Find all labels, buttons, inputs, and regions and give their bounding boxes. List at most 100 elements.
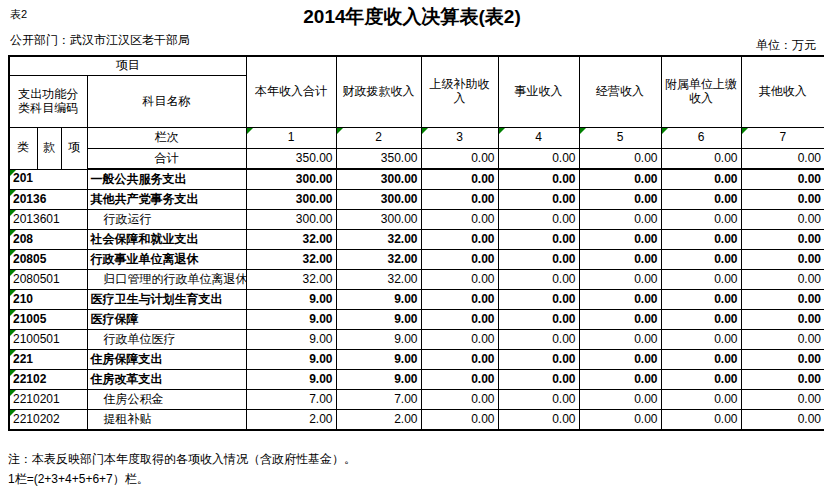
header-col-subsidiary-remit: 附属单位上缴收入 (661, 56, 741, 128)
column-number: 3 (456, 130, 463, 144)
header-col-business-income: 事业收入 (498, 56, 579, 128)
subject-name: 一般公共服务支出 (87, 169, 246, 190)
excel-flag-triangle-icon (337, 128, 343, 134)
total-value-cell: 0.00 (421, 149, 498, 170)
value-cell: 0.00 (421, 350, 498, 370)
value-cell: 0.00 (579, 370, 661, 390)
value-cell: 7.00 (246, 390, 336, 410)
value-cell: 32.00 (246, 250, 336, 270)
value-cell: 0.00 (741, 230, 824, 250)
value-cell: 0.00 (498, 410, 579, 431)
value-cell: 32.00 (246, 270, 336, 290)
value-cell: 0.00 (661, 330, 741, 350)
subject-code-cell: 2013601 (9, 210, 87, 230)
value-cell: 0.00 (579, 230, 661, 250)
column-number-cell: 3 (421, 128, 498, 149)
table-row: 2080501归口管理的行政单位离退休32.0032.000.000.000.0… (9, 270, 824, 290)
value-cell: 300.00 (246, 190, 336, 210)
table-row: 2210201住房公积金7.007.000.000.000.000.000.00 (9, 390, 824, 410)
subject-name: 其他共产党事务支出 (87, 190, 246, 210)
table-row: 221住房保障支出9.009.000.000.000.000.000.00 (9, 350, 824, 370)
excel-flag-triangle-icon (10, 270, 16, 276)
income-table: 项目 本年收入合计 财政拨款收入 上级补助收入 事业收入 经营收入 附属单位上缴… (8, 55, 824, 431)
excel-flag-triangle-icon (10, 410, 16, 416)
total-value-cell: 0.00 (579, 149, 661, 170)
value-cell: 9.00 (336, 310, 421, 330)
header-subject-name: 科目名称 (87, 76, 246, 128)
column-number-cell: 6 (661, 128, 741, 149)
subject-name: 归口管理的行政单位离退休 (87, 270, 246, 290)
value-cell: 300.00 (336, 190, 421, 210)
subject-name: 行政运行 (87, 210, 246, 230)
value-cell: 0.00 (498, 210, 579, 230)
page-title: 2014年度收入决算表(表2) (0, 4, 824, 30)
value-cell: 0.00 (498, 330, 579, 350)
value-cell: 0.00 (741, 310, 824, 330)
value-cell: 0.00 (741, 210, 824, 230)
value-cell: 0.00 (661, 190, 741, 210)
value-cell: 0.00 (498, 230, 579, 250)
value-cell: 0.00 (741, 270, 824, 290)
subject-name: 住房公积金 (87, 390, 246, 410)
value-cell: 0.00 (579, 190, 661, 210)
table-row: 22102住房改革支出9.009.000.000.000.000.000.00 (9, 370, 824, 390)
column-number-cell: 5 (579, 128, 661, 149)
subject-code-cell: 201 (9, 169, 87, 190)
value-cell: 2.00 (336, 410, 421, 431)
value-cell: 0.00 (498, 310, 579, 330)
table-row: 2210202提租补贴2.002.000.000.000.000.000.00 (9, 410, 824, 431)
header-col-fiscal-appropriation: 财政拨款收入 (336, 56, 421, 128)
value-cell: 300.00 (336, 169, 421, 190)
value-cell: 9.00 (336, 290, 421, 310)
value-cell: 9.00 (336, 370, 421, 390)
subject-code-cell: 20805 (9, 250, 87, 270)
subject-code: 21005 (13, 312, 46, 326)
excel-flag-triangle-icon (742, 128, 748, 134)
subject-code-cell: 2080501 (9, 270, 87, 290)
excel-flag-triangle-icon (10, 290, 16, 296)
value-cell: 9.00 (246, 350, 336, 370)
value-cell: 0.00 (421, 410, 498, 431)
value-cell: 32.00 (246, 230, 336, 250)
column-number-cell: 2 (336, 128, 421, 149)
value-cell: 0.00 (579, 310, 661, 330)
excel-flag-triangle-icon (499, 128, 505, 134)
table-row: 20805行政事业单位离退休32.0032.000.000.000.000.00… (9, 250, 824, 270)
subject-code: 221 (13, 352, 33, 366)
excel-flag-triangle-icon (10, 370, 16, 376)
header-code-sub: 项 (61, 128, 87, 170)
value-cell: 0.00 (741, 290, 824, 310)
subject-name: 提租补贴 (87, 410, 246, 431)
table-row: 201一般公共服务支出300.00300.000.000.000.000.000… (9, 169, 824, 190)
value-cell: 0.00 (741, 190, 824, 210)
total-value-cell: 0.00 (661, 149, 741, 170)
subject-name: 医疗保障 (87, 310, 246, 330)
subject-code-cell: 21005 (9, 310, 87, 330)
excel-flag-triangle-icon (10, 170, 16, 176)
subject-code-cell: 210 (9, 290, 87, 310)
value-cell: 32.00 (336, 230, 421, 250)
excel-flag-triangle-icon (422, 128, 428, 134)
subject-code-cell: 2210202 (9, 410, 87, 431)
value-cell: 0.00 (421, 230, 498, 250)
footnote-2: 1栏=(2+3+4+5+6+7）栏。 (8, 471, 149, 488)
value-cell: 0.00 (498, 250, 579, 270)
value-cell: 0.00 (661, 230, 741, 250)
column-number-cell: 4 (498, 128, 579, 149)
value-cell: 300.00 (336, 210, 421, 230)
value-cell: 9.00 (336, 350, 421, 370)
value-cell: 0.00 (741, 250, 824, 270)
table-body: 201一般公共服务支出300.00300.000.000.000.000.000… (9, 169, 824, 430)
value-cell: 0.00 (421, 210, 498, 230)
subject-name: 住房保障支出 (87, 350, 246, 370)
value-cell: 0.00 (661, 390, 741, 410)
header-col-superior-subsidy: 上级补助收入 (421, 56, 498, 128)
value-cell: 9.00 (246, 370, 336, 390)
subject-code-cell: 2100501 (9, 330, 87, 350)
column-number: 7 (779, 130, 786, 144)
value-cell: 2.00 (246, 410, 336, 431)
excel-flag-triangle-icon (662, 128, 668, 134)
excel-flag-triangle-icon (10, 350, 16, 356)
subject-code: 201 (13, 171, 33, 185)
header-code-item: 款 (37, 128, 61, 170)
